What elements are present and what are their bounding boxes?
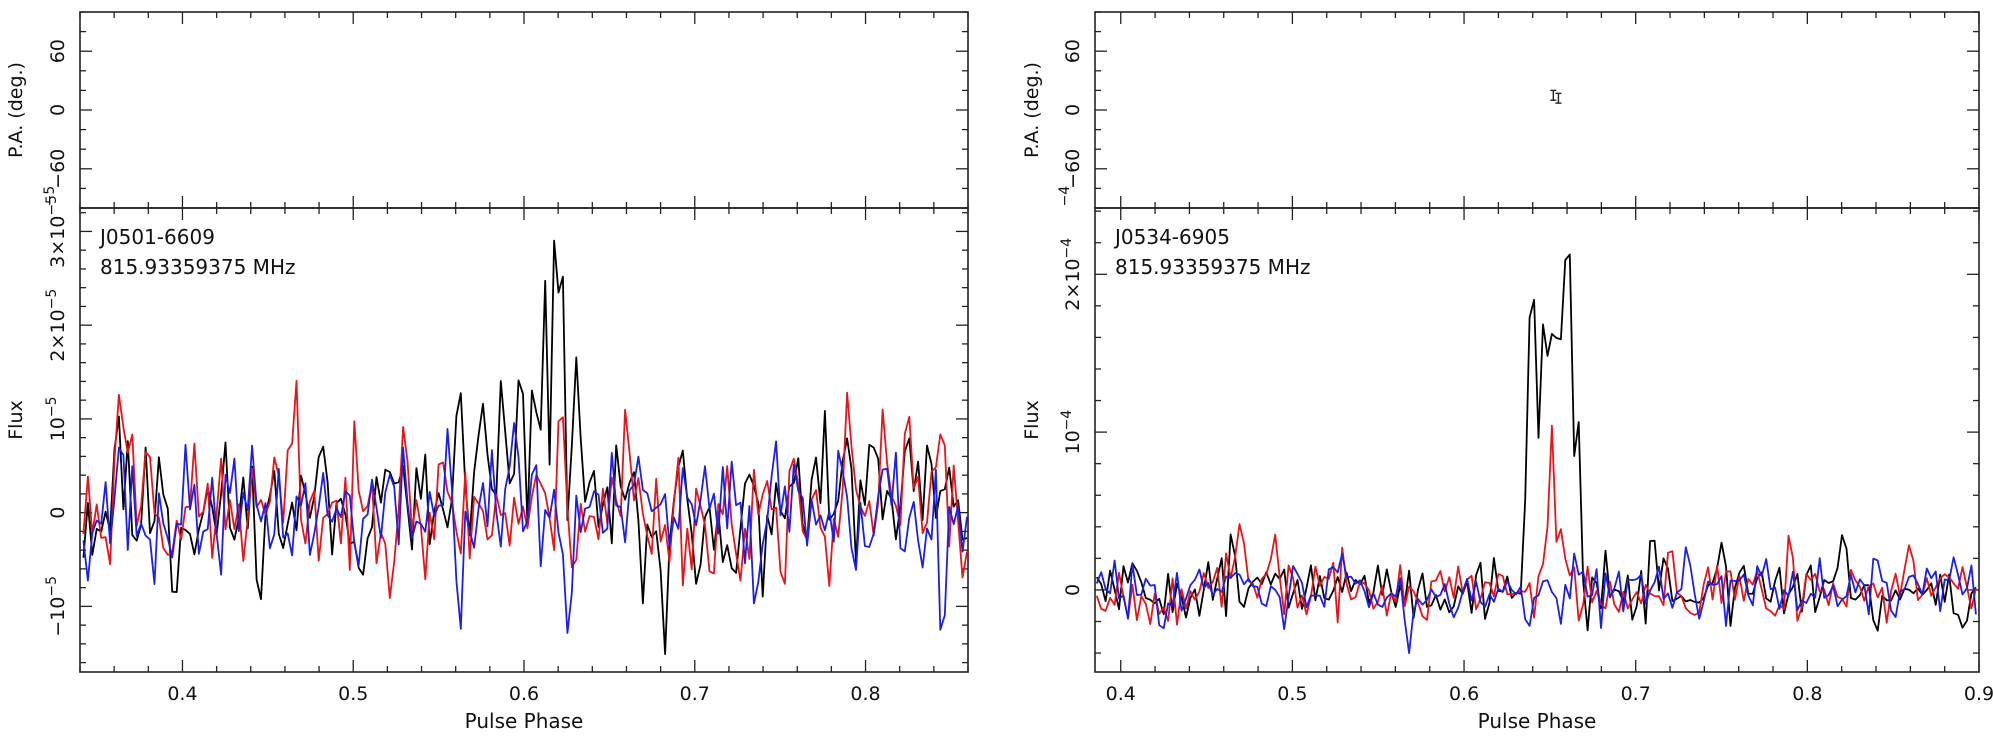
pa-y-tick-label: 60 [47,39,69,63]
x-tick-label: 0.6 [509,683,539,705]
pa-y-tick-label: 60 [1062,39,1084,63]
flux-y-tick-label: 0 [47,507,69,519]
flux-y-tick-label: 10−5 [44,396,69,441]
series-line-total-intensity [1095,253,1977,632]
x-axis-label: Pulse Phase [1478,709,1597,733]
pa-y-tick-label: −60 [47,149,69,189]
frequency-label: 815.93359375 MHz [1115,255,1310,279]
pulsar-name-label: J0501-6609 [98,225,215,249]
flux-y-tick-label: 3×10−5 [44,195,69,268]
pa-y-tick-label: 0 [1062,104,1084,116]
x-tick-label: 0.6 [1449,683,1479,705]
flux-axis-label: Flux [5,400,27,440]
flux-y-tick-label: 2×10−5 [44,289,69,362]
flux-top-exponent-label: −5 [42,186,58,207]
pa-panel-frame [79,11,969,209]
pa-y-tick-label: 0 [47,104,69,116]
frequency-label: 815.93359375 MHz [100,255,295,279]
series-line-circular-polarization [1095,546,1977,654]
x-tick-label: 0.4 [167,683,197,705]
flux-panel-frame [1094,207,1980,673]
x-axis-label: Pulse Phase [465,709,584,733]
x-tick-label: 0.8 [850,683,880,705]
x-tick-label: 0.7 [680,683,710,705]
flux-axis-label: Flux [1021,400,1043,440]
flux-y-tick-label: 0 [1062,584,1084,596]
pa-axis-label: P.A. (deg.) [1021,62,1043,158]
flux-y-tick-label: 10−4 [1059,410,1084,455]
pa-axis-label: P.A. (deg.) [5,62,27,158]
x-tick-label: 0.5 [1277,683,1307,705]
flux-y-tick-label: −10−5 [44,576,69,637]
flux-y-tick-label: 2×10−4 [1059,238,1084,311]
left-panel-j0501: 0.4 0.5 0.6 0.7 0.8 Pulse Phase −60 0 60 P.A. (de… [5,11,969,733]
pulsar-name-label: J0534-6905 [1113,225,1230,249]
x-tick-label: 0.5 [338,683,368,705]
pa-y-tick-label: −60 [1062,149,1084,189]
series-line-total-intensity [82,239,968,655]
x-tick-label: 0.4 [1106,683,1136,705]
series-line-circular-polarization [82,422,968,634]
x-tick-label: 0.8 [1792,683,1822,705]
series-line-linear-polarization [82,380,968,599]
series-line-linear-polarization [1095,424,1977,626]
right-panel-j0534: 0.4 0.5 0.6 0.7 0.8 0.9 Pulse Phase −60 0 60 P.A. … [1021,11,1993,733]
x-tick-label: 0.9 [1964,683,1993,705]
flux-top-exponent-label: −4 [1057,186,1073,207]
pa-panel-frame [1094,11,1980,209]
x-tick-label: 0.7 [1621,683,1651,705]
